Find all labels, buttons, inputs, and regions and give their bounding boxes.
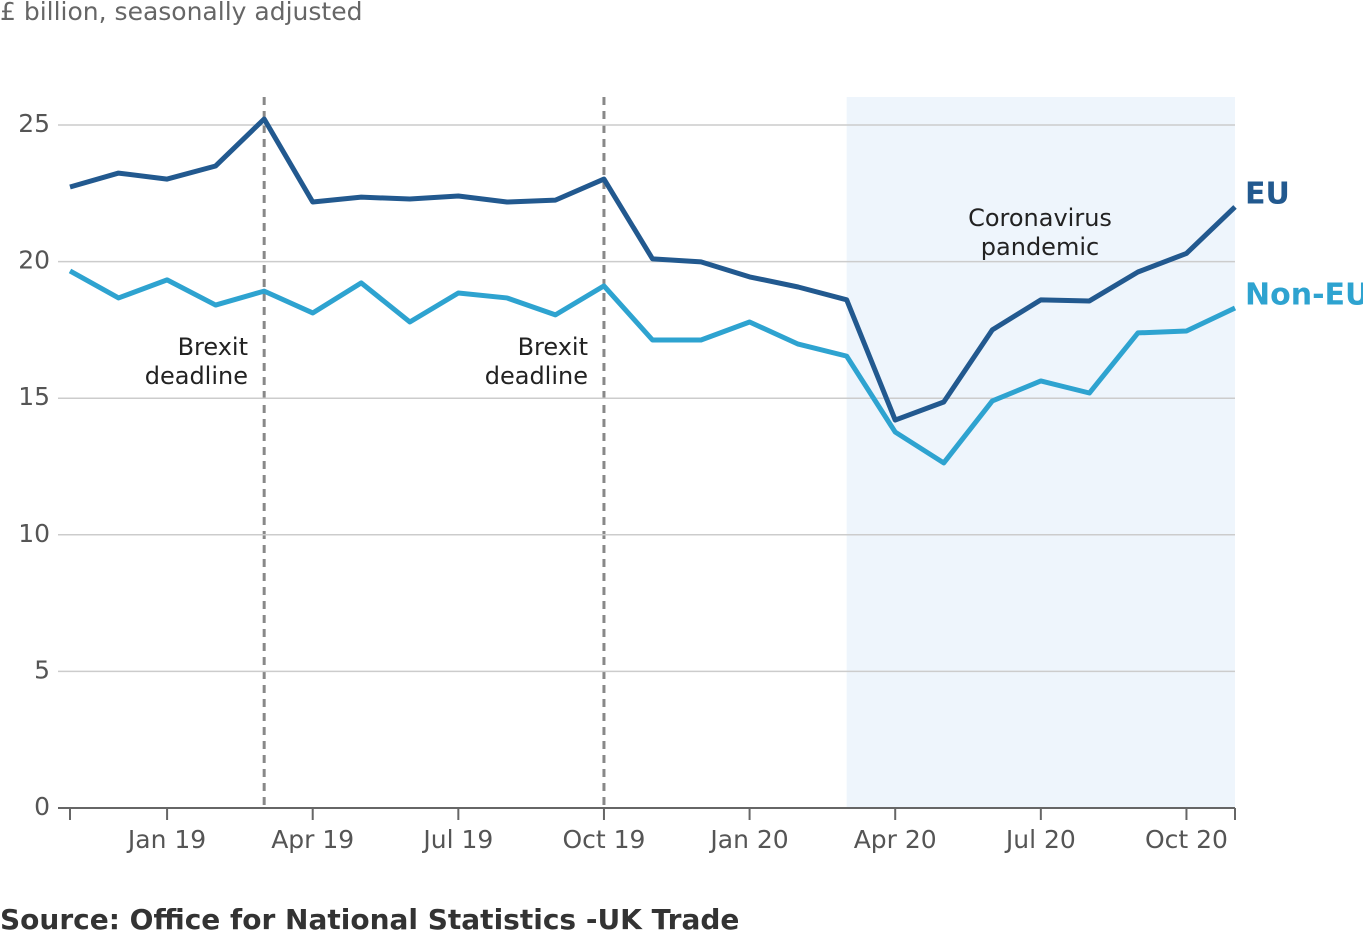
x-tick-label: Jul 20 — [1004, 825, 1076, 854]
annotation: Coronavirus — [968, 204, 1112, 232]
source: Source: Office for National Statistics -… — [0, 903, 739, 936]
x-tick-label: Jan 20 — [708, 825, 788, 854]
y-tick-label: 20 — [18, 246, 50, 275]
x-tick-label: Apr 20 — [854, 825, 937, 854]
subtitle: £ billion, seasonally adjusted — [0, 0, 362, 26]
annotation: deadline — [145, 362, 248, 390]
annotation: Brexit — [178, 333, 248, 361]
series-line — [69, 116, 1237, 423]
x-tick-label: Apr 19 — [271, 825, 354, 854]
annotation: Brexit — [518, 333, 588, 361]
y-tick-label: 0 — [34, 792, 50, 821]
y-tick-label: 5 — [34, 655, 50, 684]
series-line — [68, 268, 1237, 466]
y-tick-label: 25 — [18, 109, 50, 138]
y-tick-label: 15 — [18, 382, 50, 411]
y-tick-label: 10 — [18, 519, 50, 548]
x-tick-label: Oct 19 — [562, 825, 645, 854]
x-tick-label: Oct 20 — [1145, 825, 1228, 854]
series-label: EU — [1245, 176, 1290, 211]
annotation: deadline — [485, 362, 588, 390]
pandemic-shade — [846, 97, 1235, 808]
annotation: pandemic — [981, 233, 1099, 261]
x-tick-label: Jan 19 — [126, 825, 206, 854]
series-label: Non-EU — [1245, 278, 1363, 313]
x-tick-label: Jul 19 — [421, 825, 493, 854]
